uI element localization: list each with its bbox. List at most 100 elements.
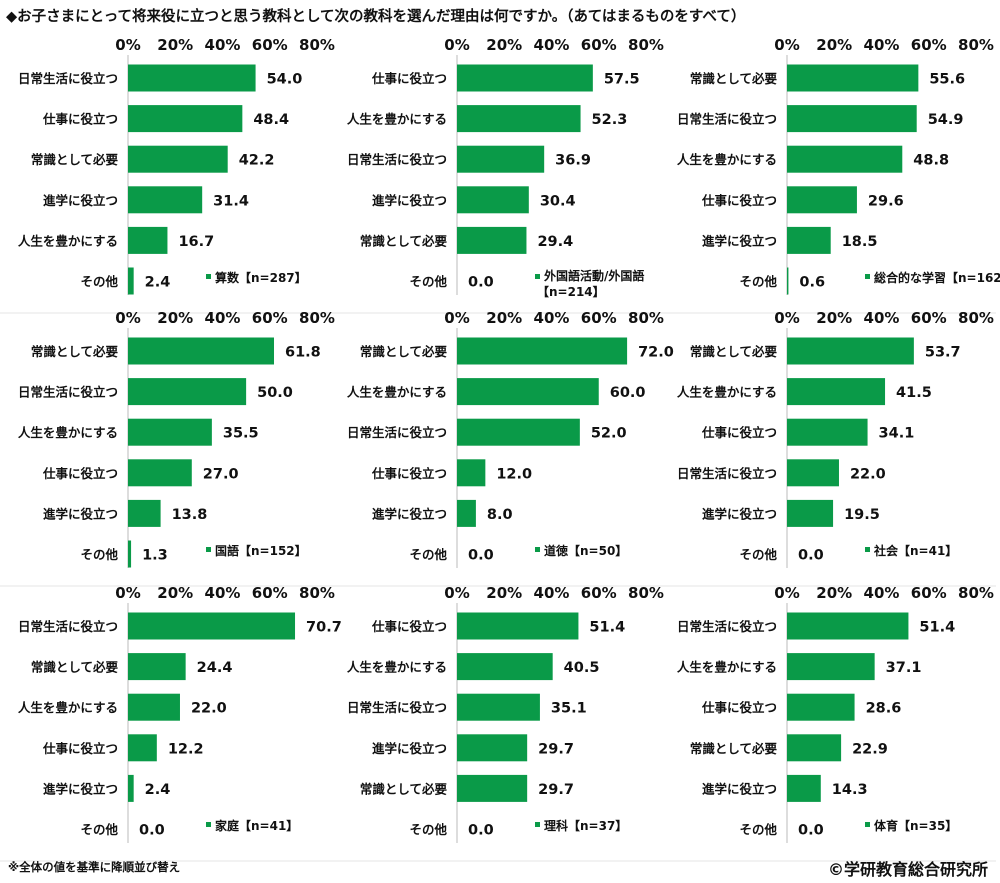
bar (128, 378, 247, 406)
legend-swatch (865, 547, 870, 552)
bar (457, 693, 540, 721)
legend-label: 社会【n=41】 (873, 543, 957, 558)
x-tick-label: 40% (864, 36, 900, 54)
category-label: 進学に役立つ (372, 193, 447, 208)
category-label: 進学に役立つ (702, 233, 777, 248)
data-label: 29.4 (537, 234, 573, 250)
legend-swatch (206, 274, 211, 279)
chart-panel: 0% 20% 40% 60% 80% 常識として必要 53.7 人生を豊かにする 41.5 仕事に… (659, 309, 996, 587)
bar (457, 378, 599, 406)
x-tick-label: 60% (581, 309, 617, 327)
x-tick-label: 60% (252, 36, 288, 54)
x-tick-label: 60% (581, 584, 617, 602)
x-tick-label: 0% (774, 36, 799, 54)
bar (457, 145, 545, 173)
category-label: 進学に役立つ (43, 193, 118, 208)
x-tick-label: 20% (816, 584, 852, 602)
data-label: 12.0 (496, 466, 532, 482)
category-label: その他 (409, 822, 447, 837)
chart-panel: 0% 20% 40% 60% 80% 日常生活に役立つ 51.4 人生を豊かにする 37.1 仕事… (659, 584, 996, 862)
x-tick-label: 0% (444, 36, 469, 54)
bar (128, 540, 132, 568)
bar (457, 774, 528, 802)
data-label: 48.8 (913, 153, 949, 169)
data-label: 72.0 (638, 345, 674, 361)
category-label: 人生を豊かにする (347, 385, 447, 400)
x-tick-label: 40% (534, 36, 570, 54)
category-label: 常識として必要 (360, 344, 448, 359)
bar (457, 734, 528, 762)
x-tick-label: 20% (157, 309, 193, 327)
bar (787, 105, 917, 133)
category-label: 進学に役立つ (43, 781, 118, 796)
data-label: 22.9 (852, 741, 888, 757)
bar (457, 226, 527, 254)
bar (787, 774, 821, 802)
category-label: 常識として必要 (360, 781, 448, 796)
chart-panel: 0% 20% 40% 60% 80% 日常生活に役立つ 70.7 常識として必要 24.4 人生を… (0, 584, 342, 862)
x-tick-label: 80% (958, 584, 994, 602)
x-tick-label: 40% (534, 309, 570, 327)
category-label: 日常生活に役立つ (18, 619, 118, 634)
bar (128, 734, 157, 762)
data-label: 34.1 (879, 426, 915, 442)
bar (457, 105, 581, 133)
category-label: 人生を豊かにする (347, 112, 447, 127)
data-label: 42.2 (239, 153, 275, 169)
bar (787, 499, 834, 527)
chart-panel: 0% 20% 40% 60% 80% 常識として必要 55.6 日常生活に役立つ 54.9 人生を… (659, 36, 1000, 314)
data-label: 70.7 (306, 620, 342, 636)
x-tick-label: 20% (486, 36, 522, 54)
bar (457, 612, 579, 640)
category-label: 人生を豊かにする (18, 700, 118, 715)
x-tick-label: 40% (205, 584, 241, 602)
data-label: 35.5 (223, 426, 259, 442)
bar (128, 459, 192, 487)
legend-swatch (865, 274, 870, 279)
bar (128, 612, 296, 640)
category-label: 常識として必要 (690, 741, 778, 756)
bar (457, 186, 529, 214)
data-label: 27.0 (203, 466, 239, 482)
chart-panel: 0% 20% 40% 60% 80% 常識として必要 72.0 人生を豊かにする 60.0 日常生… (329, 309, 674, 587)
x-tick-label: 0% (115, 584, 140, 602)
category-label: その他 (80, 547, 118, 562)
data-label: 51.4 (919, 620, 955, 636)
legend-swatch (535, 822, 540, 827)
legend-swatch (535, 274, 540, 279)
data-label: 29.7 (538, 782, 574, 798)
category-label: その他 (739, 547, 777, 562)
x-tick-label: 80% (958, 309, 994, 327)
chart-panel: 0% 20% 40% 60% 80% 仕事に役立つ 57.5 人生を豊かにする 52.3 日常生活… (329, 36, 666, 314)
bar (128, 105, 243, 133)
category-label: 仕事に役立つ (701, 425, 777, 440)
data-label: 18.5 (842, 234, 878, 250)
bar (787, 418, 868, 446)
category-label: その他 (409, 547, 447, 562)
data-label: 8.0 (487, 507, 513, 523)
category-label: 日常生活に役立つ (677, 619, 777, 634)
bar (787, 226, 831, 254)
bar (457, 499, 476, 527)
data-label: 50.0 (257, 385, 293, 401)
bar (457, 418, 580, 446)
category-label: その他 (739, 274, 777, 289)
legend-label: 総合的な学習【n=162】 (874, 270, 1000, 285)
category-label: 仕事に役立つ (371, 71, 447, 86)
chart-panel: 0% 20% 40% 60% 80% 日常生活に役立つ 54.0 仕事に役立つ 48.4 常識とし… (0, 36, 337, 314)
category-label: 仕事に役立つ (371, 619, 447, 634)
legend-label: 算数【n=287】 (215, 270, 307, 285)
chart-panel: 0% 20% 40% 60% 80% 常識として必要 61.8 日常生活に役立つ 50.0 人生を… (0, 309, 337, 587)
legend-swatch (206, 822, 211, 827)
bar (128, 774, 134, 802)
x-tick-label: 80% (628, 584, 664, 602)
bar (457, 653, 553, 681)
bar (787, 612, 909, 640)
data-label: 29.7 (538, 741, 574, 757)
bar (128, 186, 203, 214)
category-label: 日常生活に役立つ (347, 152, 447, 167)
bar (787, 378, 886, 406)
data-label: 2.4 (145, 275, 171, 291)
data-label: 28.6 (866, 701, 902, 717)
category-label: 人生を豊かにする (18, 425, 118, 440)
